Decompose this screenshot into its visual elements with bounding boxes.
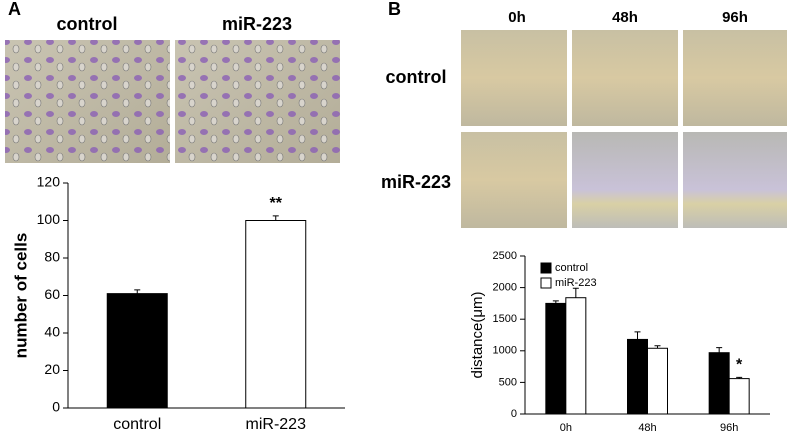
y-tick-label: 120	[37, 174, 61, 190]
y-tick-label: 2000	[493, 282, 517, 294]
row-label: control	[386, 67, 447, 87]
x-tick-label: control	[113, 416, 161, 431]
y-tick-label: 20	[44, 361, 60, 377]
legend-label: control	[555, 262, 588, 274]
error-bar	[634, 331, 641, 340]
legend-swatch	[540, 262, 552, 274]
bar	[245, 220, 307, 409]
legend-label: miR-223	[555, 277, 597, 289]
y-axis-label: number of cells	[11, 233, 30, 359]
x-tick-label: miR-223	[246, 416, 307, 431]
annotation: **	[270, 195, 283, 212]
error-bar	[134, 289, 141, 294]
column-label: 48h	[612, 9, 638, 26]
y-tick-label: 60	[44, 286, 60, 302]
y-tick-label: 0	[511, 408, 517, 420]
error-bar	[736, 376, 743, 379]
bar	[545, 302, 567, 415]
y-tick-label: 100	[37, 211, 61, 227]
row-label: miR-223	[381, 172, 451, 192]
error-bar	[654, 345, 661, 349]
bar	[728, 378, 750, 415]
panel-label: A	[8, 0, 21, 19]
error-bar	[716, 347, 723, 353]
micrographs	[5, 30, 787, 228]
column-label: 0h	[508, 9, 526, 26]
error-bar	[272, 215, 279, 221]
x-tick-label: 48h	[638, 422, 656, 431]
x-tick-label: 96h	[720, 422, 738, 431]
y-tick-label: 1000	[493, 345, 517, 357]
bar	[106, 293, 168, 409]
column-label: 96h	[722, 9, 748, 26]
y-tick-label: 500	[499, 376, 517, 388]
legend-swatch	[540, 277, 552, 289]
panel-label: B	[388, 0, 401, 19]
image-label: control	[57, 14, 118, 34]
y-axis-label: distance(μm)	[469, 291, 486, 378]
y-tick-label: 2500	[493, 250, 517, 262]
y-tick-label: 1500	[493, 313, 517, 325]
y-tick-label: 0	[52, 399, 60, 415]
error-bar	[572, 287, 579, 298]
x-tick-label: 0h	[560, 422, 572, 431]
error-bar	[552, 300, 559, 304]
y-tick-label: 40	[44, 324, 60, 340]
bar	[647, 347, 668, 415]
y-tick-label: 80	[44, 249, 60, 265]
bar	[565, 297, 587, 415]
bar	[627, 338, 648, 415]
image-label: miR-223	[222, 14, 292, 34]
bar	[708, 352, 730, 415]
annotation: *	[736, 357, 743, 374]
